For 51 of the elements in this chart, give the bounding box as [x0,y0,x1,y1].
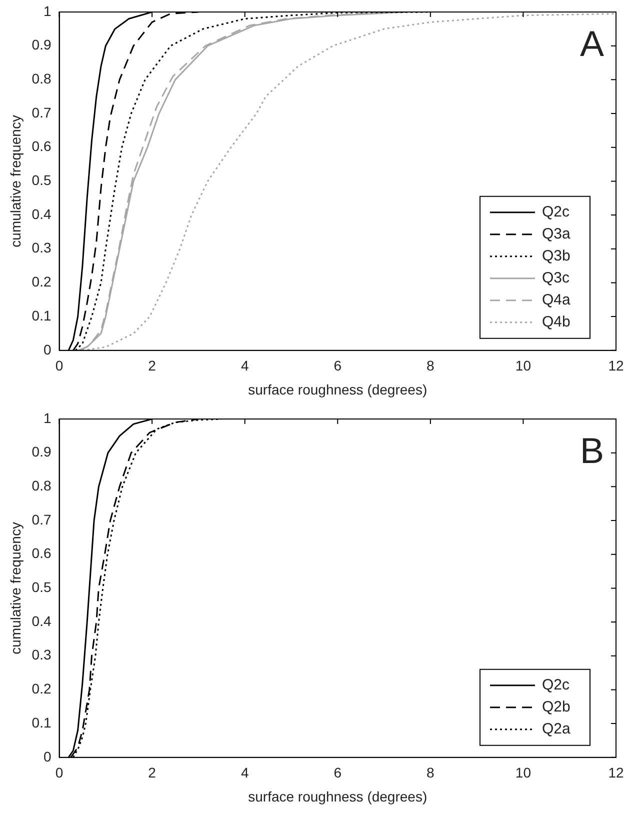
x-tick-label: 8 [426,764,435,781]
x-axis-title: surface roughness (degrees) [248,381,428,398]
y-tick-label: 0 [43,341,52,358]
y-tick-label: 0.2 [32,274,52,290]
x-tick-label: 0 [55,764,64,781]
x-tick-label: 2 [148,764,156,781]
y-tick-label: 0.3 [32,240,52,256]
x-tick-label: 6 [334,358,342,374]
y-tick-label: 0.9 [32,444,52,460]
x-tick-label: 12 [608,764,624,781]
x-axis-title: surface roughness (degrees) [248,788,428,804]
legend-label: Q2c [542,676,570,694]
y-tick-label: 0.6 [32,138,52,154]
y-tick-label: 0.4 [32,206,52,222]
x-tick-label: 6 [334,764,342,781]
y-tick-label: 0.1 [32,307,52,324]
y-tick-label: 0.3 [32,646,52,663]
annotation: B [580,430,604,471]
y-axis-title: cumulative frequency [7,115,24,248]
y-tick-label: 1 [43,410,52,426]
y-tick-label: 1 [43,2,52,19]
y-tick-label: 0.6 [32,545,52,562]
x-tick-label: 10 [515,764,532,781]
y-tick-label: 0.1 [32,714,52,730]
legend-label: Q3b [542,248,570,265]
y-tick-label: 0.8 [32,70,52,87]
x-tick-label: 0 [55,358,64,374]
y-tick-label: 0.4 [32,612,52,629]
y-tick-label: 0.2 [32,680,52,697]
y-tick-label: 0.5 [32,579,52,596]
y-tick-label: 0.9 [32,36,52,53]
legend-label: Q4a [542,292,572,309]
y-tick-label: 0.7 [32,511,52,528]
legend-label: Q4b [542,314,570,331]
x-tick-label: 12 [608,358,624,374]
x-tick-label: 8 [426,358,435,374]
legend-label: Q2c [542,204,570,221]
y-tick-label: 0.5 [32,172,52,188]
x-tick-label: 10 [515,358,532,374]
y-tick-label: 0 [43,748,52,764]
x-tick-label: 4 [240,764,249,781]
legend-label: Q3c [542,270,570,287]
legend-label: Q2b [542,698,570,716]
y-axis-title: cumulative frequency [7,522,24,654]
y-tick-label: 0.7 [32,104,52,120]
x-tick-label: 2 [148,358,156,374]
annotation: A [580,22,604,64]
x-tick-label: 4 [240,358,249,374]
legend-label: Q3a [542,226,572,243]
y-tick-label: 0.8 [32,478,52,494]
legend-label: Q2a [542,720,572,738]
